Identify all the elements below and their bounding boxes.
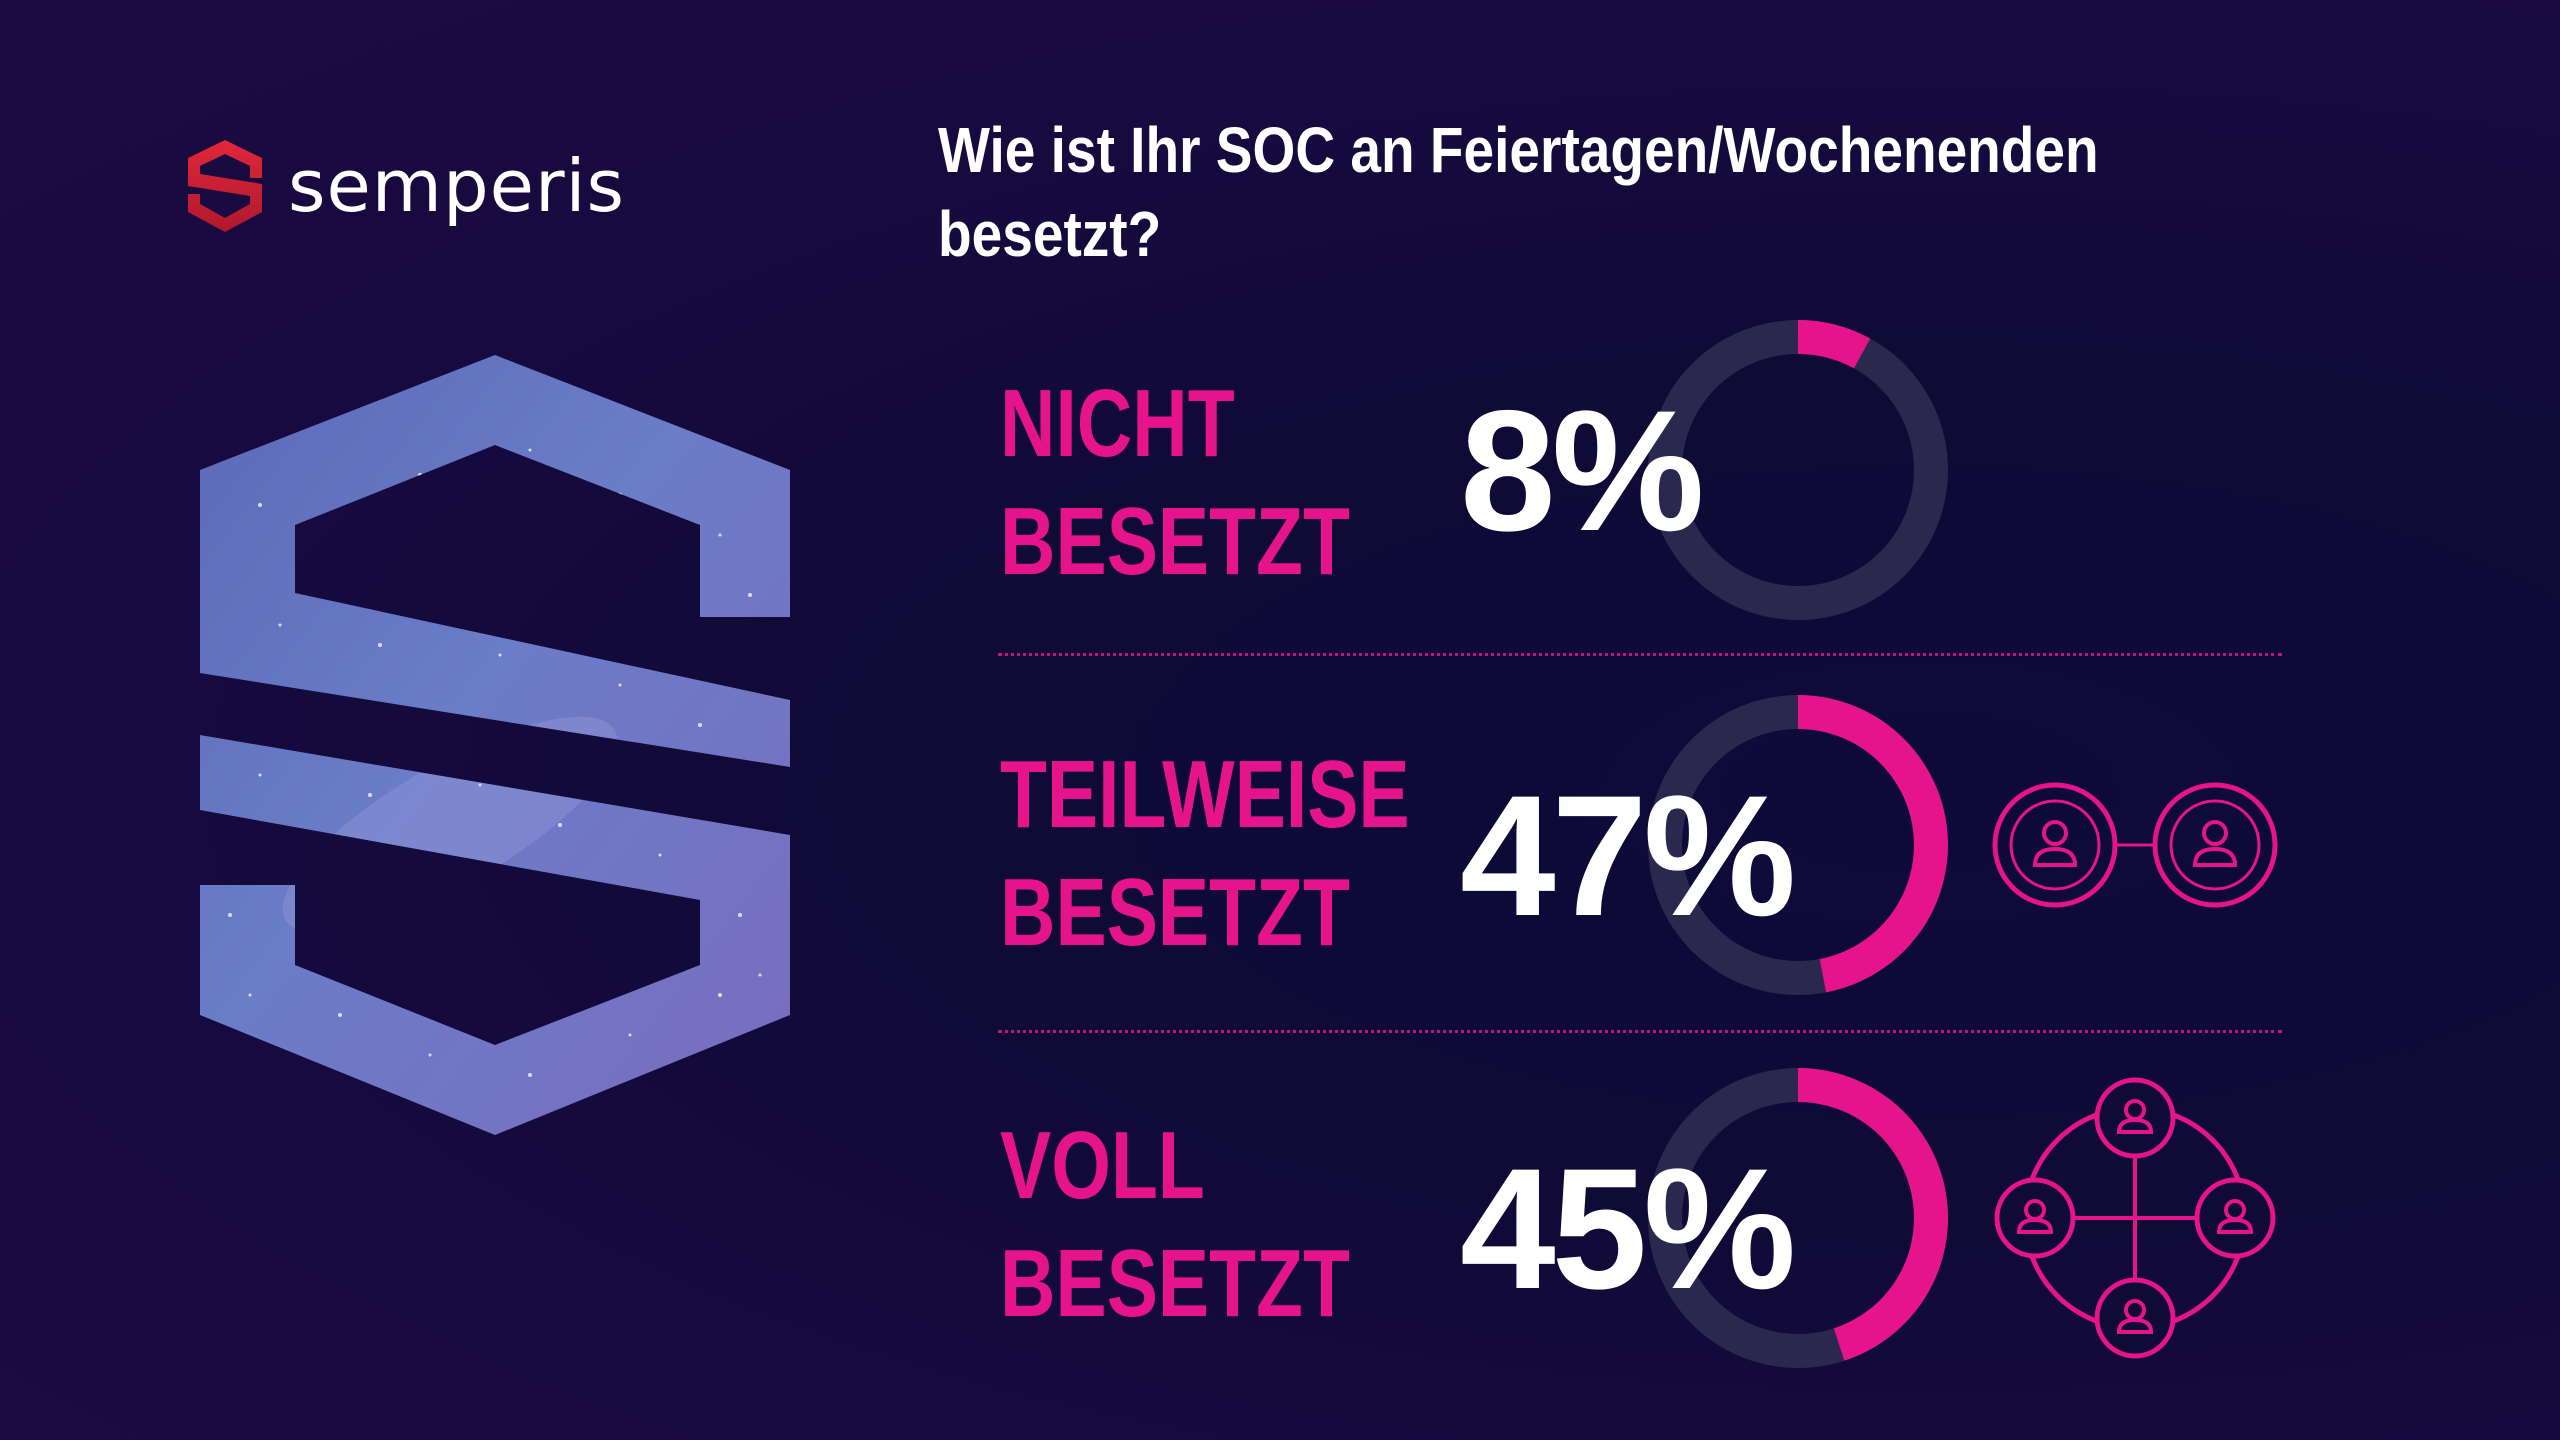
row-voll-besetzt: VOLL BESETZT 45% bbox=[0, 1063, 2560, 1403]
donut-value-arc bbox=[1797, 320, 1871, 369]
chart-title: Wie ist Ihr SOC an Feiertagen/Wochenende… bbox=[938, 114, 2099, 270]
category-label-line2: BESETZT bbox=[1000, 859, 1350, 966]
brand-logo: semperis bbox=[188, 140, 625, 232]
two-people-linked-icon bbox=[1992, 782, 2278, 908]
category-label-line1: NICHT bbox=[1000, 370, 1235, 477]
donut-chart bbox=[1648, 1068, 1948, 1368]
donut-value-arc bbox=[1797, 1068, 1948, 1361]
value-label: 8% bbox=[1460, 375, 1705, 567]
category-label: TEILWEISE BESETZT bbox=[1000, 736, 1410, 972]
semperis-s-emblem bbox=[200, 355, 790, 1135]
donut-chart bbox=[1648, 320, 1948, 620]
row-teilweise-besetzt: TEILWEISE BESETZT 47% bbox=[0, 690, 2560, 1030]
category-label-line2: BESETZT bbox=[1000, 1230, 1350, 1337]
category-label-line1: VOLL bbox=[1000, 1112, 1205, 1219]
divider bbox=[998, 653, 2282, 656]
brand-name: semperis bbox=[288, 144, 626, 228]
value-label: 47% bbox=[1460, 760, 1796, 952]
category-label-line2: BESETZT bbox=[1000, 488, 1350, 595]
category-label: NICHT BESETZT bbox=[1000, 365, 1350, 601]
row-nicht-besetzt: NICHT BESETZT 8% bbox=[0, 315, 2560, 655]
category-label-line1: TEILWEISE bbox=[1000, 741, 1410, 848]
divider bbox=[998, 1030, 2282, 1033]
donut-chart bbox=[1648, 695, 1948, 995]
four-people-network-icon bbox=[1994, 1077, 2276, 1359]
semperis-logo-icon bbox=[188, 140, 262, 232]
category-label: VOLL BESETZT bbox=[1000, 1107, 1350, 1343]
value-label: 45% bbox=[1460, 1133, 1796, 1325]
donut-value-arc bbox=[1797, 695, 1948, 993]
donut-track bbox=[1648, 320, 1948, 620]
